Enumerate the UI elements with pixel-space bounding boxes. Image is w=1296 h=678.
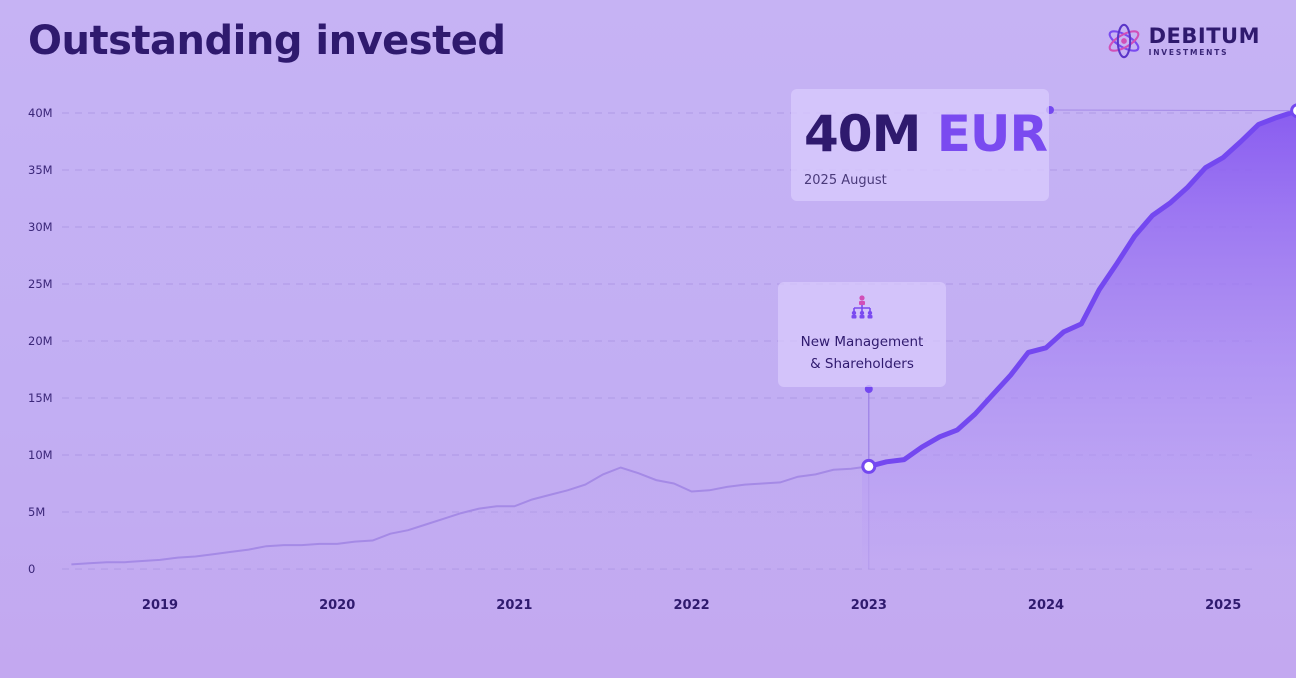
x-tick-label: 2022 [674,598,710,613]
management-callout: New Management & Shareholders [778,282,946,387]
event-line-2: & Shareholders [810,356,914,372]
x-tick-label: 2019 [142,598,178,613]
total-value: 40M EUR [804,105,1048,163]
y-tick-label: 40M [28,106,53,120]
peak-connector [1049,109,1296,112]
logo-brand-text: DEBITUM [1148,23,1260,48]
x-tick-label: 2021 [496,598,532,613]
org-chart-icon [851,295,873,319]
y-tick-label: 15M [28,391,53,405]
peak-point-marker [1290,103,1296,119]
total-callout: 40M EUR 2025 August [791,89,1049,201]
y-tick-label: 30M [28,220,53,234]
x-axis: 2019 2020 2021 2022 2023 2024 2025 [142,598,1241,613]
event-line-1: New Management [800,334,924,350]
series-line-before-2023 [71,466,862,566]
y-tick-label: 10M [28,448,53,462]
logo-sub-text: INVESTMENTS [1148,47,1229,57]
x-tick-label: 2024 [1028,598,1064,613]
brand-logo: DEBITUM INVESTMENTS [1105,22,1260,60]
y-tick-label: 35M [28,163,53,177]
total-date: 2025 August [804,173,887,188]
y-tick-label: 20M [28,334,53,348]
x-tick-label: 2025 [1205,598,1241,613]
area-fill-before-2023 [71,467,862,569]
page-title: Outstanding invested [28,18,506,64]
y-axis: 0 5M 10M 15M 20M 25M 30M 35M 40M [28,106,53,576]
total-amount: 40M [804,105,921,163]
series-line-after-2023 [862,108,1296,470]
y-tick-label: 25M [28,277,53,291]
area-fill-after-2023 [862,111,1296,569]
y-tick-label: 5M [28,505,45,519]
atom-icon [1108,23,1139,59]
y-tick-label: 0 [28,562,35,576]
x-tick-label: 2020 [319,598,355,613]
event-point-marker [861,458,877,474]
x-tick-label: 2023 [851,598,887,613]
total-currency: EUR [936,105,1048,163]
event-callout-dot [864,385,873,393]
